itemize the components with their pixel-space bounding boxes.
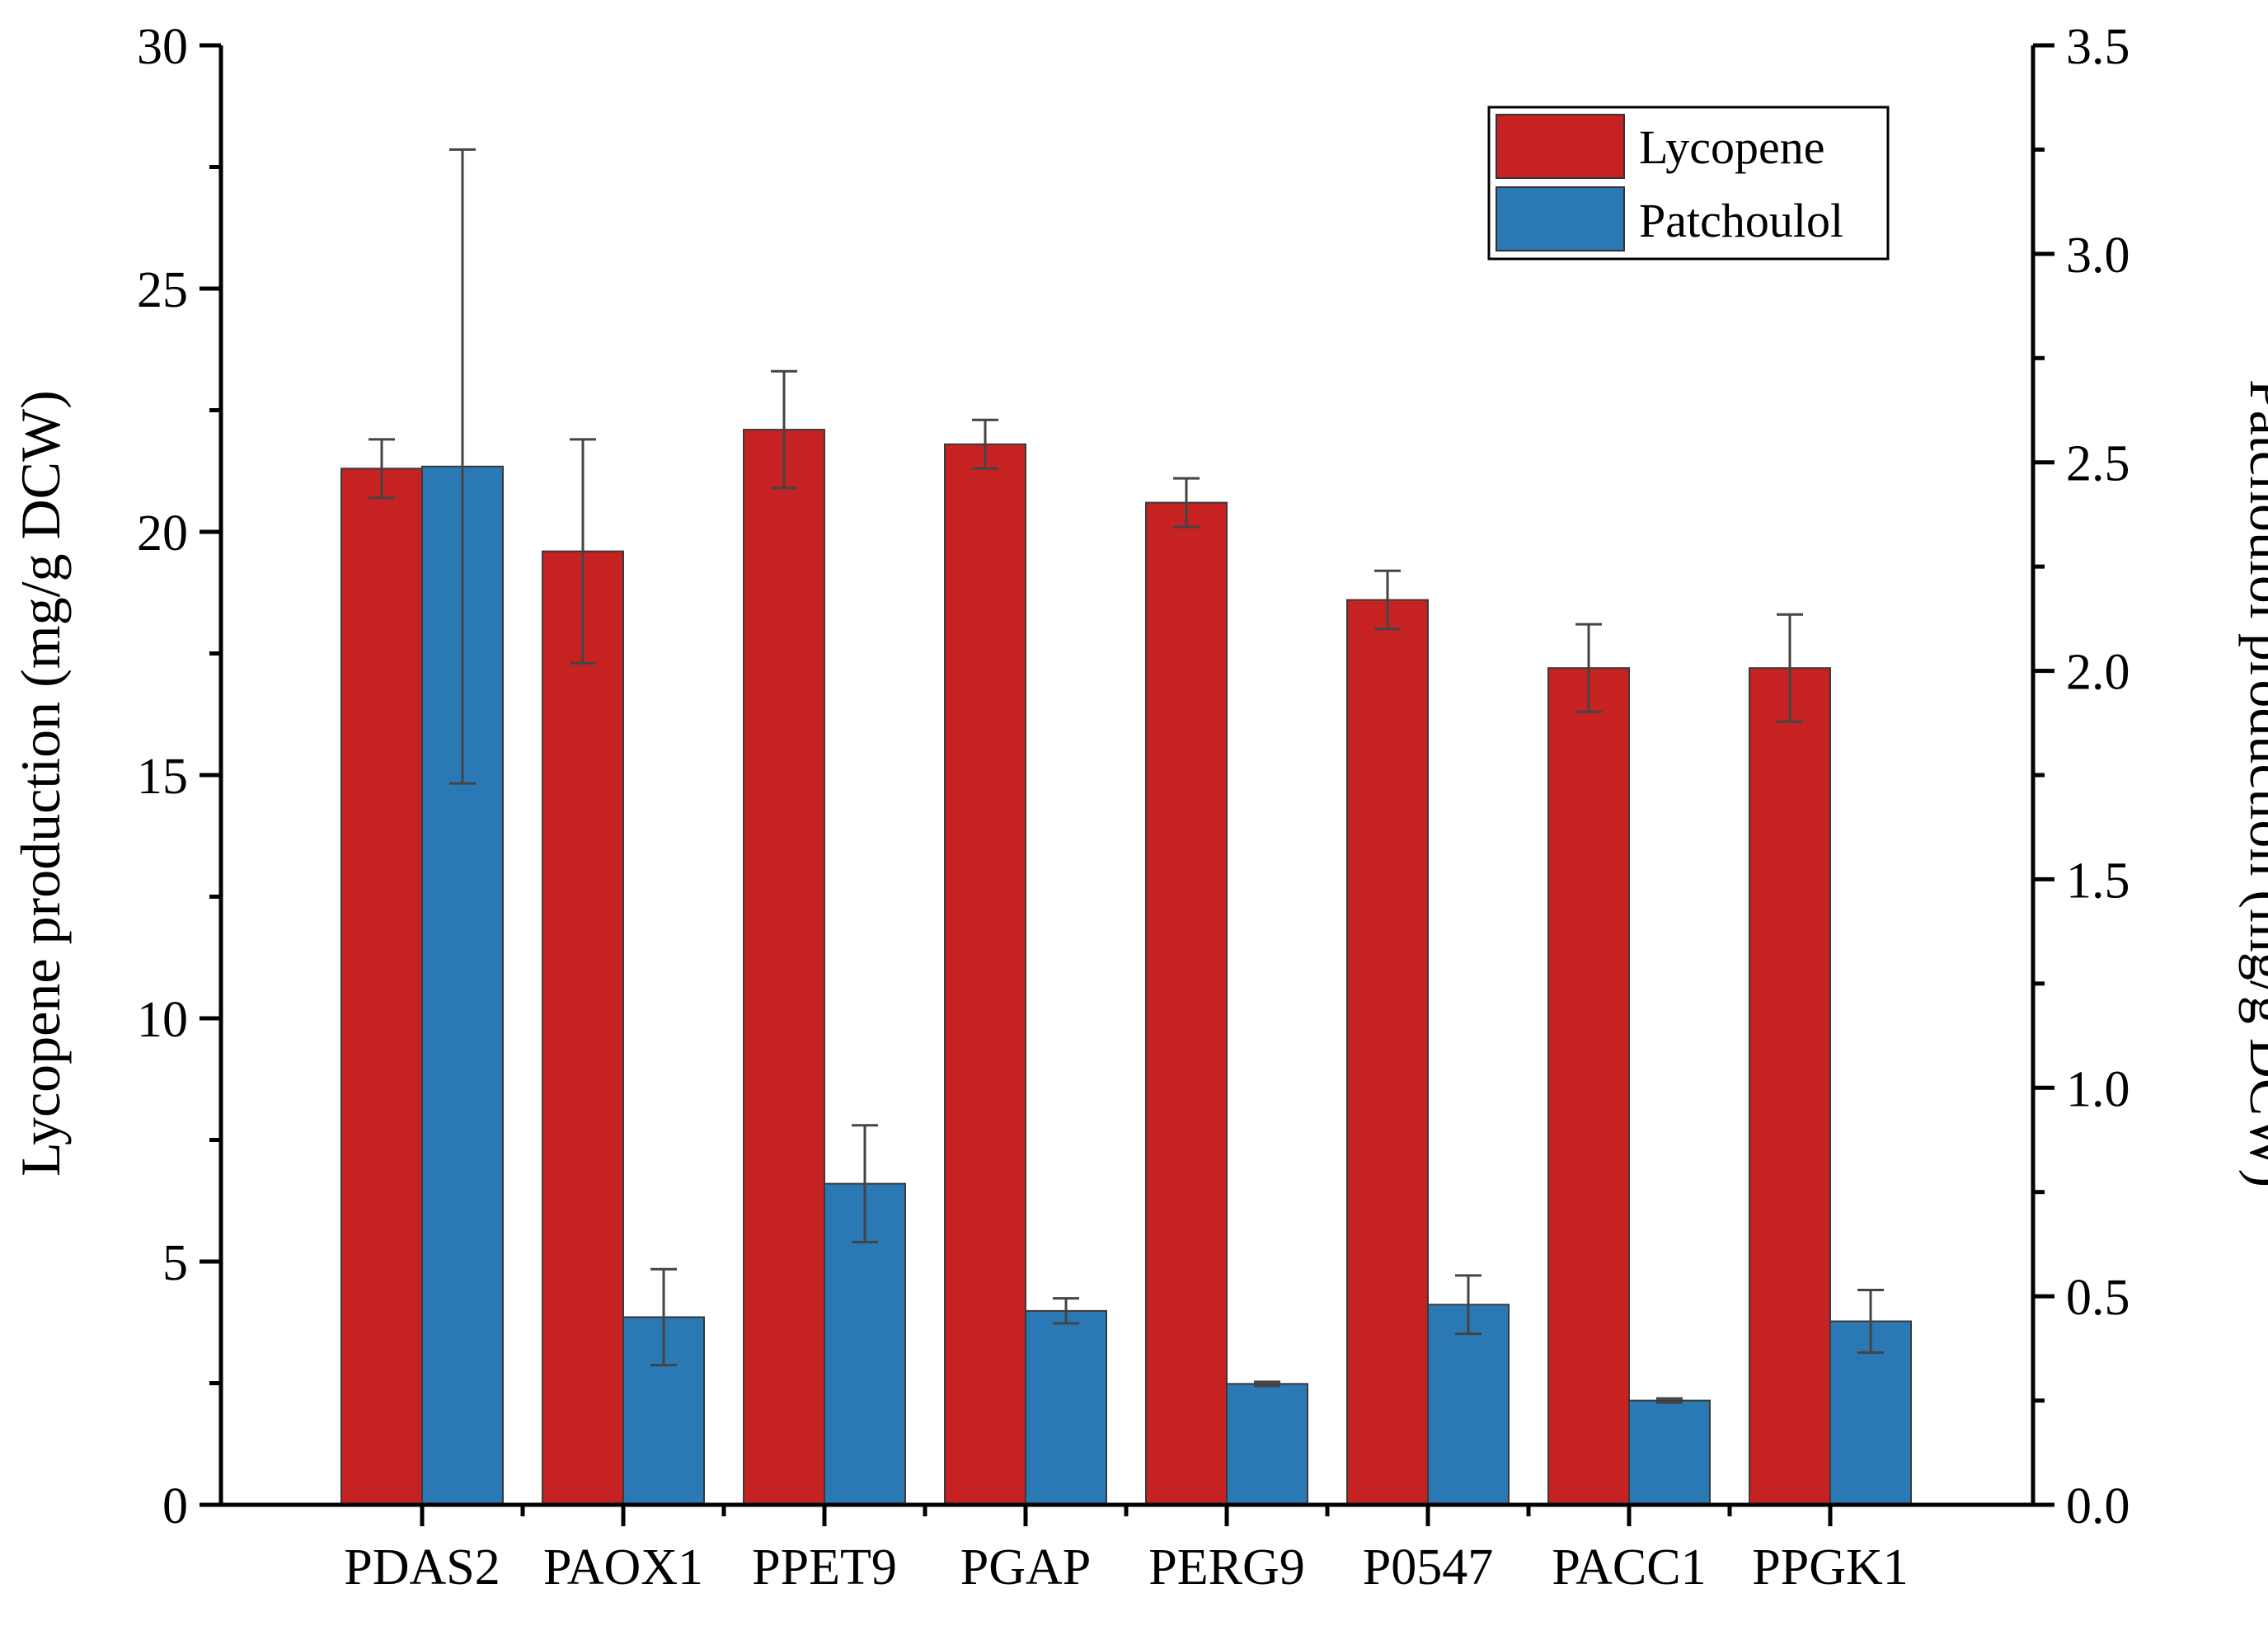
y-tick-label-right: 1.5: [2066, 853, 2130, 909]
bar-lycopene-ppet9: [743, 429, 825, 1506]
error-bar-patchoulol-ppet9: [852, 1124, 878, 1243]
y-tick-label-left: 30: [137, 19, 188, 75]
bar-patchoulol-pacc1: [1628, 1399, 1711, 1506]
error-bar-patchoulol-pacc1: [1656, 1397, 1683, 1404]
error-bar-lycopene-ppgk1: [1777, 613, 1803, 723]
y-tick-label-right: 3.5: [2066, 19, 2130, 75]
x-tick-label: PAOX1: [543, 1539, 703, 1595]
error-bar-patchoulol-p0547: [1455, 1274, 1481, 1336]
y-tick-label-right: 3.0: [2066, 228, 2130, 284]
error-bar-lycopene-p0547: [1374, 569, 1401, 631]
y-tick-label-left: 5: [162, 1235, 188, 1291]
bar-patchoulol-p0547: [1427, 1304, 1510, 1506]
y-tick-label-right: 2.5: [2066, 436, 2130, 492]
x-tick-label: PACC1: [1552, 1539, 1706, 1595]
legend: Lycopene Patchoulol: [1487, 106, 1890, 261]
y-tick-label-left: 15: [137, 749, 188, 805]
error-bar-patchoulol-paox1: [650, 1267, 677, 1367]
x-tick-label: PGAP: [960, 1539, 1092, 1595]
bar-lycopene-pdas2: [340, 468, 423, 1506]
error-bar-patchoulol-ppgk1: [1857, 1289, 1884, 1354]
y-tick-label-right: 2.0: [2066, 645, 2130, 701]
y-axis-title-right: Patchoulol production (mg/g DCW): [2238, 379, 2268, 1187]
x-tick-label: PPGK1: [1752, 1539, 1909, 1595]
error-bar-lycopene-pdas2: [369, 438, 395, 500]
bar-lycopene-paox1: [542, 550, 624, 1506]
y-tick-label-left: 0: [162, 1478, 188, 1534]
y-tick-label-right: 0.5: [2066, 1270, 2130, 1326]
bar-lycopene-perg9: [1145, 501, 1228, 1506]
ticks-layer: [200, 43, 2054, 1526]
error-bar-lycopene-paox1: [570, 438, 596, 665]
bar-lycopene-pacc1: [1547, 667, 1630, 1506]
bar-lycopene-pgap: [944, 443, 1026, 1506]
legend-label-patchoulol: Patchoulol: [1639, 194, 1843, 247]
y-tick-label-left: 20: [137, 505, 188, 562]
legend-swatch-patchoulol: [1496, 186, 1625, 251]
error-bar-lycopene-pacc1: [1575, 623, 1602, 713]
y-tick-label-left: 10: [137, 992, 188, 1048]
y-tick-label-left: 25: [137, 262, 188, 318]
error-bar-lycopene-perg9: [1173, 477, 1200, 529]
error-bar-patchoulol-pdas2: [449, 148, 476, 785]
tick-labels-layer: 0 5 10 15 20 25 30 0.0 0.5 1.0 1.5 2.0 2.5 3.0 3.5 PDAS…: [137, 19, 2130, 1595]
x-tick-label: P0547: [1363, 1539, 1493, 1595]
legend-swatch-lycopene: [1496, 114, 1625, 179]
bar-patchoulol-pgap: [1025, 1309, 1107, 1506]
x-tick-label: PDAS2: [344, 1539, 500, 1595]
x-tick-label: PERG9: [1148, 1539, 1304, 1595]
legend-label-lycopene: Lycopene: [1639, 120, 1824, 174]
x-tick-label: PPET9: [752, 1539, 897, 1595]
y-tick-label-right: 1.0: [2066, 1061, 2130, 1117]
error-bar-lycopene-pgap: [972, 418, 998, 470]
bars-layer: [340, 429, 1912, 1506]
bar-lycopene-ppgk1: [1749, 667, 1831, 1506]
y-axis-title-left: Lycopene production (mg/g DCW): [9, 390, 72, 1177]
bar-patchoulol-perg9: [1226, 1383, 1308, 1506]
error-bar-patchoulol-pgap: [1053, 1297, 1079, 1325]
y-tick-label-right: 0.0: [2066, 1478, 2130, 1534]
error-bar-patchoulol-perg9: [1254, 1380, 1280, 1388]
bar-lycopene-p0547: [1346, 599, 1429, 1506]
error-bars-layer: [369, 148, 1884, 1404]
error-bar-lycopene-ppet9: [771, 369, 797, 490]
